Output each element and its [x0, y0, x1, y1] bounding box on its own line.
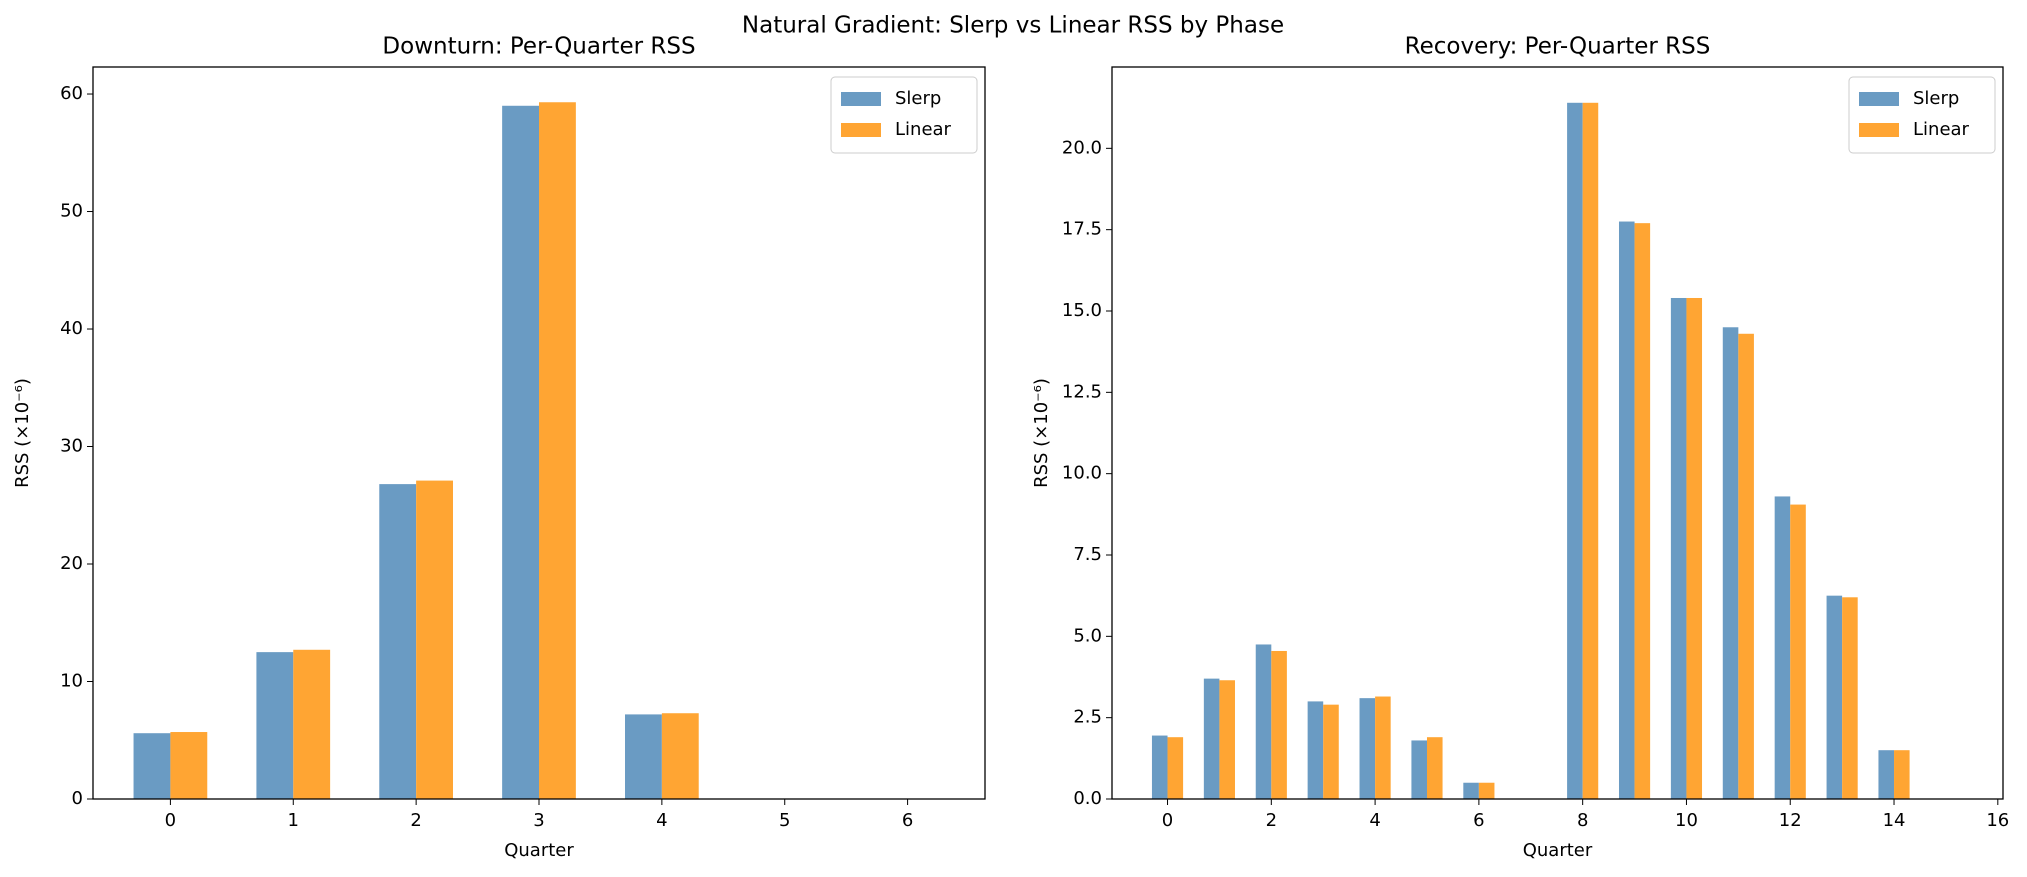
bar [1878, 750, 1895, 799]
bar [539, 102, 576, 800]
y-tick-label: 40 [60, 318, 83, 339]
y-tick-label: 20 [60, 553, 83, 574]
x-tick-label: 6 [1473, 810, 1484, 831]
bar [1686, 297, 1703, 799]
figure-title: Natural Gradient: Slerp vs Linear RSS by… [742, 13, 1284, 39]
y-tick-label: 10 [60, 671, 83, 692]
bar [1582, 102, 1599, 799]
y-tick-label: 12.5 [1062, 381, 1102, 402]
x-tick-label: 4 [656, 810, 667, 831]
legend-label: Slerp [895, 88, 941, 109]
y-tick-label: 20.0 [1062, 137, 1102, 158]
y-tick-label: 15.0 [1062, 300, 1102, 321]
bar [1894, 750, 1910, 799]
bar [256, 652, 294, 799]
bar [1722, 327, 1739, 799]
legend-label: Linear [895, 119, 952, 140]
y-tick-label: 60 [60, 83, 83, 104]
legend-swatch [1859, 92, 1899, 106]
legend-label: Slerp [1913, 88, 1959, 109]
y-tick-label: 0 [72, 788, 83, 809]
y-axis-label: RSS (×10⁻⁶) [1031, 378, 1052, 488]
bar [1219, 680, 1235, 799]
bar [1478, 782, 1495, 799]
x-tick-label: 2 [1266, 810, 1277, 831]
bar [133, 733, 171, 799]
bar [1618, 221, 1635, 800]
x-tick-label: 12 [1779, 810, 1802, 831]
bar [625, 714, 662, 799]
x-tick-label: 10 [1675, 810, 1698, 831]
y-tick-label: 5.0 [1073, 625, 1102, 646]
bar [1774, 496, 1791, 799]
bar [379, 484, 417, 799]
x-tick-label: 14 [1883, 810, 1906, 831]
x-tick-label: 2 [410, 810, 421, 831]
x-axis-label: Quarter [1523, 840, 1593, 861]
y-tick-label: 50 [60, 201, 83, 222]
bar [1567, 102, 1583, 799]
bar [1375, 696, 1391, 799]
bar [1411, 740, 1427, 799]
legend-label: Linear [1913, 119, 1970, 140]
legend-swatch [841, 123, 881, 137]
y-tick-label: 10.0 [1062, 463, 1102, 484]
legend-swatch [841, 92, 881, 106]
x-tick-label: 1 [288, 810, 299, 831]
bar [1426, 737, 1443, 799]
bar [1463, 782, 1479, 799]
bar [661, 713, 699, 799]
x-tick-label: 8 [1577, 810, 1588, 831]
bar [1359, 698, 1376, 799]
bar [1670, 297, 1687, 799]
bar [293, 649, 331, 799]
y-tick-label: 2.5 [1073, 707, 1102, 728]
bar [1151, 735, 1168, 799]
bar [1826, 595, 1843, 799]
bar [1255, 644, 1272, 799]
x-axis-label: Quarter [504, 840, 574, 861]
x-tick-label: 16 [1986, 810, 2009, 831]
axes-title: Downturn: Per-Quarter RSS [382, 34, 695, 60]
x-tick-label: 4 [1369, 810, 1380, 831]
x-tick-label: 0 [1162, 810, 1173, 831]
y-axis-label: RSS (×10⁻⁶) [12, 378, 33, 488]
bar [416, 480, 453, 799]
bar [1790, 504, 1806, 799]
y-tick-label: 0.0 [1073, 788, 1102, 809]
bar [1307, 701, 1324, 799]
axes-title: Recovery: Per-Quarter RSS [1405, 34, 1711, 60]
y-tick-label: 30 [60, 436, 83, 457]
bar [1842, 597, 1858, 799]
y-tick-label: 17.5 [1062, 219, 1102, 240]
bar [1738, 333, 1754, 799]
legend-swatch [1859, 123, 1899, 137]
bar [1634, 223, 1651, 799]
bar [1167, 737, 1184, 799]
bar [1323, 704, 1339, 799]
bar [502, 105, 539, 799]
bar [1203, 678, 1220, 799]
x-tick-label: 0 [165, 810, 176, 831]
x-tick-label: 6 [902, 810, 913, 831]
x-tick-label: 5 [779, 810, 790, 831]
bar [1271, 650, 1287, 799]
axes-frame [1111, 66, 2004, 800]
y-tick-label: 7.5 [1073, 544, 1102, 565]
bar [170, 732, 208, 799]
x-tick-label: 3 [533, 810, 544, 831]
